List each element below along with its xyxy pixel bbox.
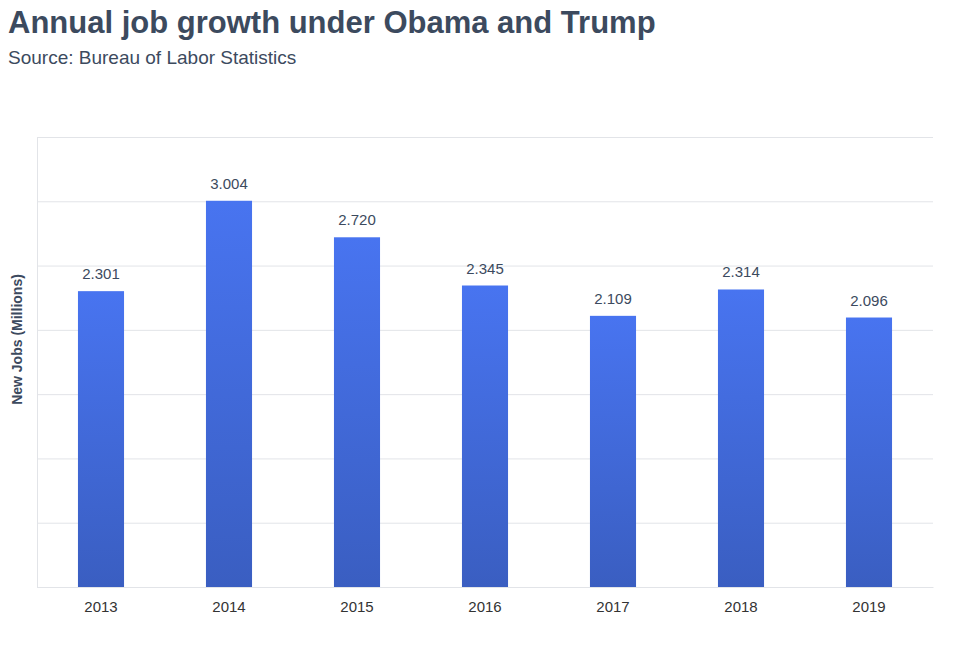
subtitle: Source: Bureau of Labor Statistics — [8, 47, 296, 68]
x-tick: 2018 — [724, 587, 757, 615]
data-label: 2.345 — [466, 260, 504, 277]
data-label: 2.109 — [594, 290, 632, 307]
x-tick: 2015 — [340, 587, 373, 615]
bar — [462, 286, 508, 588]
bar — [206, 201, 252, 587]
x-tick-label: 2019 — [852, 598, 885, 615]
x-tick-label: 2018 — [724, 598, 757, 615]
bar — [590, 316, 636, 587]
x-tick: 2019 — [852, 587, 885, 615]
data-label: 3.004 — [210, 175, 248, 192]
bar — [78, 291, 124, 587]
bar — [334, 237, 380, 587]
title: Annual job growth under Obama and Trump — [8, 5, 656, 40]
x-tick-label: 2015 — [340, 598, 373, 615]
y-axis — [37, 138, 933, 588]
data-labels: 2.301 3.004 2.720 2.345 2.109 2.314 2.096 — [82, 175, 888, 309]
bars — [78, 201, 892, 587]
x-tick: 2016 — [468, 587, 501, 615]
bar — [718, 289, 764, 587]
grid-line — [37, 587, 933, 588]
x-tick-label: 2016 — [468, 598, 501, 615]
x-tick: 2013 — [84, 587, 117, 615]
x-tick-label: 2014 — [212, 598, 245, 615]
y-axis-title: New Jobs (Millions) — [9, 274, 25, 405]
grid-line — [37, 201, 933, 202]
data-label: 2.096 — [850, 292, 888, 309]
data-label: 2.301 — [82, 265, 120, 282]
data-label: 2.720 — [338, 211, 376, 228]
x-tick-label: 2013 — [84, 598, 117, 615]
x-tick-label: 2017 — [596, 598, 629, 615]
y-tick — [37, 137, 933, 138]
grid-line — [37, 137, 933, 138]
x-axis: 2013 2014 2015 2016 2017 2018 2019 — [38, 587, 934, 615]
y-tick — [37, 587, 933, 588]
x-axis-line — [38, 587, 934, 588]
data-label: 2.314 — [722, 263, 760, 280]
y-axis-line — [38, 138, 934, 588]
x-tick: 2017 — [596, 587, 629, 615]
chart: Annual job growth under Obama and Trump S… — [0, 0, 960, 671]
x-tick: 2014 — [212, 587, 245, 615]
y-tick — [37, 201, 933, 202]
bar — [846, 318, 892, 587]
